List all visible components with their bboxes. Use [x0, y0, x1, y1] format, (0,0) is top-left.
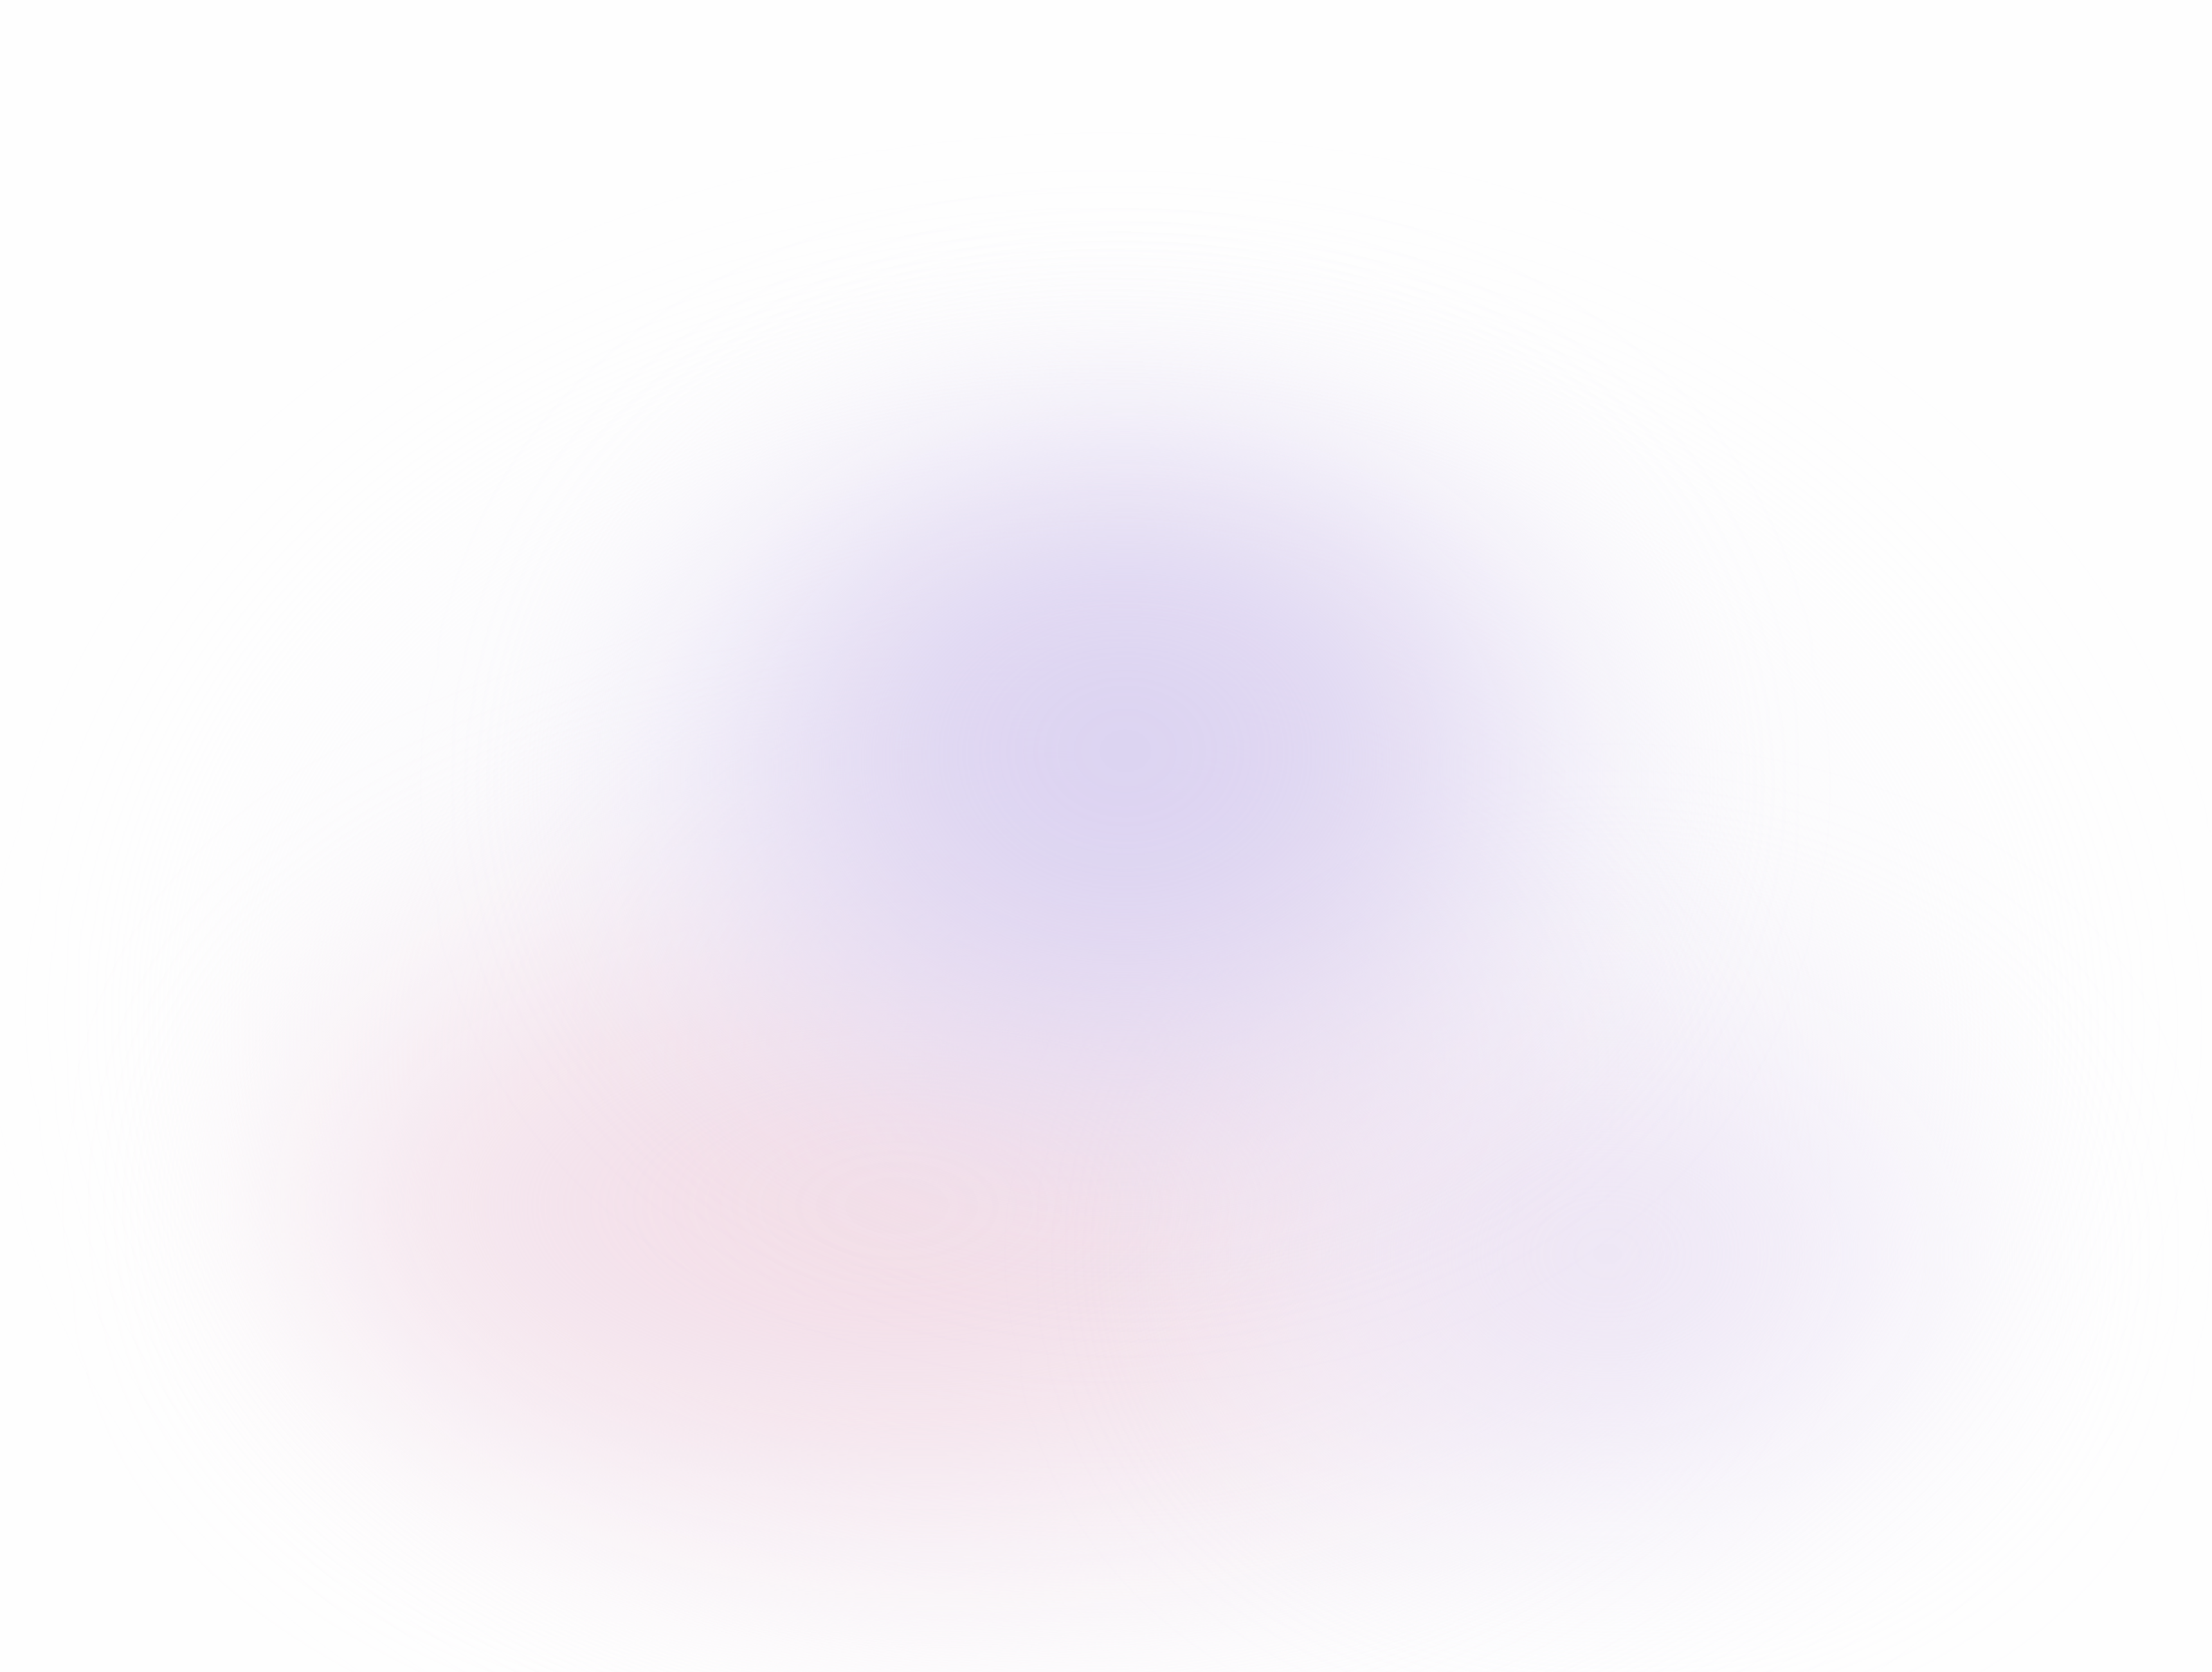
gradient-blob-purple — [643, 418, 1608, 1158]
